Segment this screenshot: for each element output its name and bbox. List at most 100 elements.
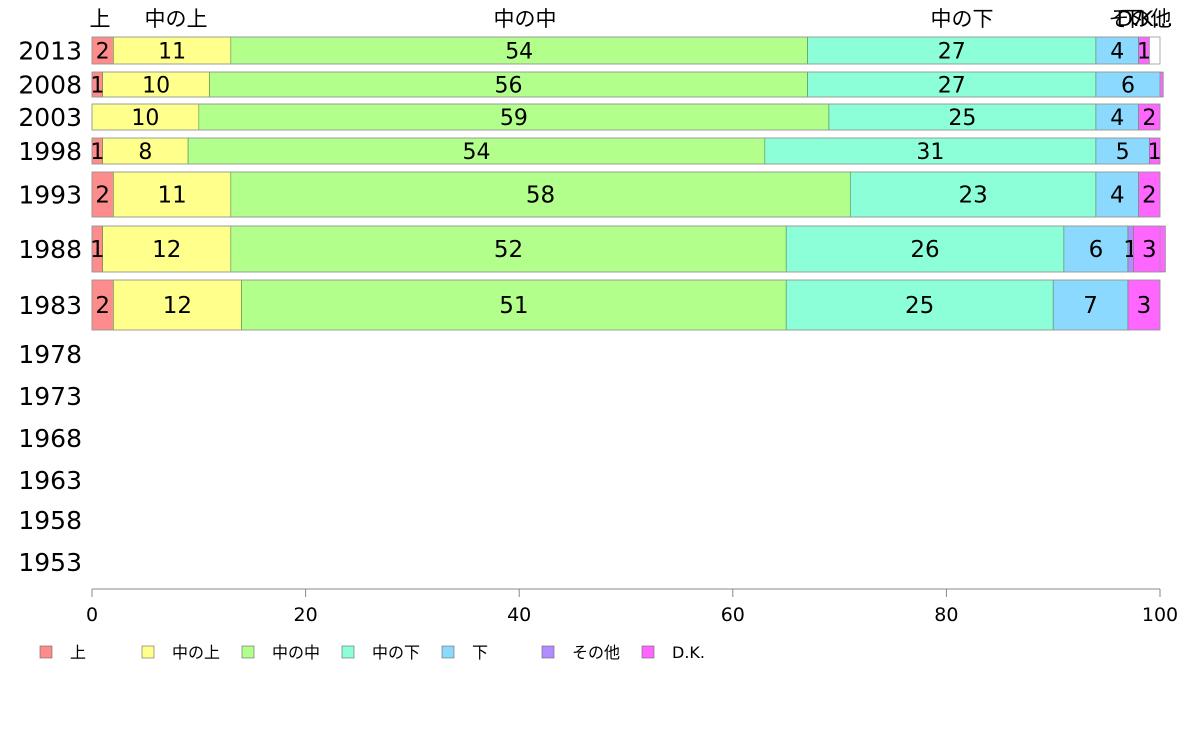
bar-segment-1998-5 (1095, 137, 1150, 165)
bar-value-label-1993-3: 58 (526, 183, 555, 209)
bar-value-label-1988-4: 26 (910, 237, 939, 263)
bar-value-label-1998-7: 1 (1148, 140, 1162, 165)
bar-segment-1983-5 (1052, 279, 1129, 331)
top-label-3: 中の中 (494, 7, 557, 31)
year-label-1963: 1963 (18, 466, 82, 495)
bar-value-label-2013-1: 2 (96, 40, 110, 65)
bar-segment-1998-2 (102, 137, 189, 165)
bar-value-label-2013-5: 4 (1110, 40, 1124, 65)
legend-swatch-1 (39, 645, 53, 659)
bar-segment-1983-3 (241, 279, 787, 331)
bar-value-label-1983-1: 2 (95, 293, 110, 319)
legend-swatch-3 (241, 645, 255, 659)
year-label-1993: 1993 (18, 181, 82, 210)
top-label-2: 中の上 (145, 7, 208, 31)
bar-value-label-1983-5: 7 (1083, 293, 1098, 319)
bar-outline-2008 (91, 71, 1161, 98)
bar-value-label-1998-1: 1 (90, 140, 104, 165)
legend-label-2: 中の上 (172, 643, 220, 662)
year-label-1968: 1968 (18, 424, 82, 453)
year-label-1988: 1988 (18, 235, 82, 264)
top-label-1: 上 (90, 7, 111, 31)
legend-swatch-2 (141, 645, 155, 659)
bar-value-label-1993-2: 11 (157, 183, 186, 209)
bar-value-label-1998-5: 5 (1116, 140, 1130, 165)
bar-value-label-2003-4: 25 (948, 106, 976, 131)
bar-outline-1983 (91, 279, 1161, 331)
x-tick-label-60: 60 (721, 604, 745, 626)
legend-label-5: 下 (472, 643, 488, 662)
bar-value-label-1983-7: 3 (1137, 293, 1152, 319)
bar-segment-1993-5 (1095, 171, 1139, 218)
legend-swatch-7 (641, 645, 655, 659)
bar-value-label-2008-4: 27 (938, 74, 966, 99)
legend-label-1: 上 (70, 643, 86, 662)
x-tick-label-20: 20 (294, 604, 318, 626)
bar-segment-1998-4 (764, 137, 1097, 165)
bar-segment-2003-4 (828, 103, 1097, 131)
legend-label-4: 中の下 (372, 643, 420, 662)
bar-value-label-2008-3: 56 (495, 74, 523, 99)
x-axis: 0 20 40 60 80 100 (86, 588, 1178, 626)
bar-value-label-1988-3: 52 (494, 237, 523, 263)
top-label-5: 下 (1123, 7, 1144, 31)
x-tick-label-0: 0 (86, 604, 98, 626)
top-label-4: 中の下 (931, 7, 994, 31)
bar-value-label-1983-2: 12 (163, 293, 192, 319)
bar-value-label-1983-3: 51 (499, 293, 528, 319)
bar-value-label-2008-1: 1 (90, 74, 104, 99)
bar-value-label-1998-4: 31 (916, 140, 944, 165)
bar-segment-1988-5 (1063, 225, 1129, 273)
bar-outline-1993 (91, 171, 1161, 218)
year-label-1998: 1998 (18, 137, 82, 166)
legend-swatch-6 (541, 645, 555, 659)
bar-outline-2003 (91, 103, 1161, 131)
bar-value-label-1998-2: 8 (138, 140, 152, 165)
year-label-1973: 1973 (18, 382, 82, 411)
bar-segment-1983-2 (113, 279, 242, 331)
legend-swatch-5 (441, 645, 455, 659)
bar-value-label-1993-4: 23 (958, 183, 987, 209)
top-label-6: その他 (1109, 7, 1172, 31)
bar-value-label-1983-4: 25 (905, 293, 934, 319)
bar-value-label-2008-5: 6 (1121, 74, 1135, 99)
bar-value-label-1998-3: 54 (462, 140, 490, 165)
bar-value-label-1988-5: 6 (1089, 237, 1104, 263)
bar-value-label-1993-7: 2 (1142, 183, 1157, 209)
year-label-1953: 1953 (18, 548, 82, 577)
bar-value-label-1988-7: 3 (1142, 237, 1157, 263)
bar-value-label-1988-1: 1 (90, 237, 105, 263)
year-label-1978: 1978 (18, 340, 82, 369)
bar-outline-1998 (91, 137, 1161, 165)
bar-value-label-1993-5: 4 (1110, 183, 1125, 209)
top-segment-labels: 上 中の上 中の中 中の下 下その他D.K... (90, 7, 1174, 31)
legend: 上 中の上 中の中 中の下 下 その他 D.K. (39, 643, 705, 662)
bar-outline-2013 (91, 36, 1161, 65)
x-tick-label-100: 100 (1142, 604, 1178, 626)
bar-segment-2008-7 (1159, 71, 1164, 98)
x-tick-label-80: 80 (934, 604, 958, 626)
bar-segment-2013-3 (230, 36, 808, 65)
legend-label-3: 中の中 (272, 643, 320, 662)
bar-segment-1993-2 (113, 171, 232, 218)
year-label-1983: 1983 (18, 291, 82, 320)
year-label-2003: 2003 (18, 103, 82, 132)
legend-label-7: D.K. (672, 643, 705, 662)
bar-segment-1988-3 (230, 225, 787, 273)
top-label-7: D.K... (1117, 7, 1174, 31)
bar-segment-2003-2 (91, 103, 200, 131)
bar-value-label-1988-2: 12 (152, 237, 181, 263)
bar-value-label-2013-2: 11 (158, 40, 186, 65)
bar-value-label-2008-2: 10 (142, 74, 170, 99)
bar-value-label-2013-4: 27 (938, 40, 966, 65)
bar-value-label-2003-3: 59 (500, 106, 528, 131)
year-label-1958: 1958 (18, 506, 82, 535)
bars-layer: 2 11 54 27 4 11 10 56 27 610 59 25 4 21 8 54 31 5 12 11 58 23… (90, 36, 1166, 331)
bar-value-label-1993-1: 2 (95, 183, 110, 209)
bar-value-label-2013-3: 54 (505, 40, 533, 65)
x-tick-label-40: 40 (507, 604, 531, 626)
bar-segment-1998-3 (187, 137, 766, 165)
bar-outline-1988 (91, 225, 1161, 273)
bar-value-label-2003-5: 4 (1110, 106, 1124, 131)
